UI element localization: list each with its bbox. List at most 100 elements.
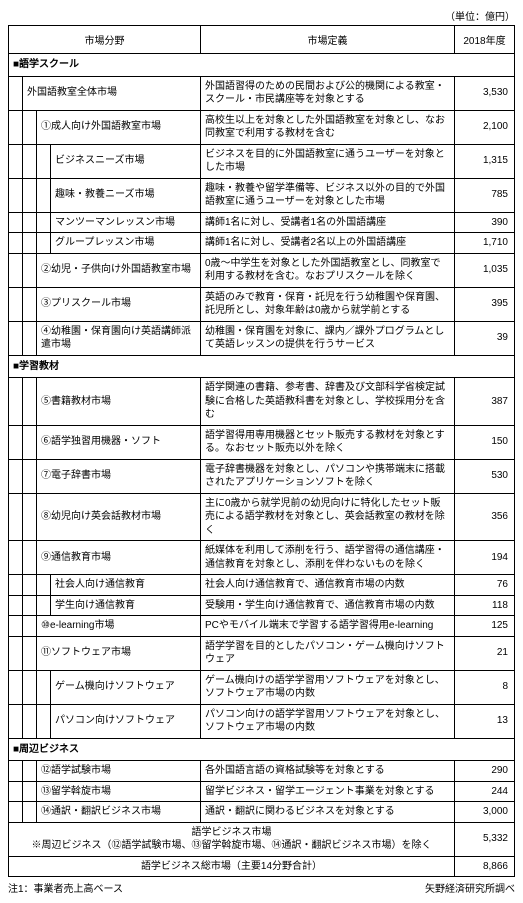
section-title: ■周辺ビジネス <box>9 738 515 761</box>
indent-cell <box>23 761 37 782</box>
market-value: 244 <box>455 781 515 802</box>
market-definition: 趣味・教養や留学準備等、ビジネス以外の目的で外国語教室に通うユーザーを対象とした… <box>201 178 455 212</box>
market-name: ④幼稚園・保育園向け英語講師派遣市場 <box>37 321 201 355</box>
market-name: ⑨通信教育市場 <box>37 541 201 575</box>
indent-cell <box>9 575 23 596</box>
market-definition: 紙媒体を利用して添削を行う、語学習得の通信講座・通信教育を対象とし、添削を伴わな… <box>201 541 455 575</box>
market-name: パソコン向けソフトウェア <box>51 704 201 738</box>
indent-cell <box>9 704 23 738</box>
market-definition: 0歳～中学生を対象とした外国語教室とし、同教室で利用する教材を含む。なおプリスク… <box>201 253 455 287</box>
indent-cell <box>23 541 37 575</box>
market-name: 社会人向け通信教育 <box>51 575 201 596</box>
indent-cell <box>9 212 23 233</box>
market-name: ビジネスニーズ市場 <box>51 144 201 178</box>
market-value: 13 <box>455 704 515 738</box>
indent-cell <box>37 670 51 704</box>
market-value: 125 <box>455 616 515 637</box>
market-definition: 英語のみで教育・保育・託児を行う幼稚園や保育園、託児所とし、対象年齢は0歳から就… <box>201 287 455 321</box>
market-name: ⑬留学斡旋市場 <box>37 781 201 802</box>
market-value: 290 <box>455 761 515 782</box>
indent-cell <box>9 670 23 704</box>
market-name: ⑤書籍教材市場 <box>37 378 201 426</box>
indent-cell <box>9 595 23 616</box>
market-name: ゲーム機向けソフトウェア <box>51 670 201 704</box>
indent-cell <box>23 595 37 616</box>
indent-cell <box>23 178 37 212</box>
market-value: 1,315 <box>455 144 515 178</box>
market-definition: 各外国語言語の資格試験等を対象とする <box>201 761 455 782</box>
market-value: 387 <box>455 378 515 426</box>
market-name: ③プリスクール市場 <box>37 287 201 321</box>
market-value: 2,100 <box>455 110 515 144</box>
market-definition: 高校生以上を対象とした外国語教室を対象とし、なお同教室で利用する教材を含む <box>201 110 455 144</box>
indent-cell <box>23 802 37 823</box>
indent-cell <box>23 493 37 541</box>
market-name: ①成人向け外国語教室市場 <box>37 110 201 144</box>
indent-cell <box>23 287 37 321</box>
indent-cell <box>9 425 23 459</box>
indent-cell <box>23 781 37 802</box>
market-value: 390 <box>455 212 515 233</box>
indent-cell <box>9 178 23 212</box>
indent-cell <box>37 704 51 738</box>
market-value: 150 <box>455 425 515 459</box>
indent-cell <box>9 233 23 254</box>
market-definition: 語学習得用専用機器とセット販売する教材を対象とする。なおセット販売以外を除く <box>201 425 455 459</box>
market-definition: 講師1名に対し、受講者1名の外国語講座 <box>201 212 455 233</box>
market-value: 118 <box>455 595 515 616</box>
market-name: 外国語教室全体市場 <box>23 76 201 110</box>
indent-cell <box>23 616 37 637</box>
market-definition: 留学ビジネス・留学エージェント事業を対象とする <box>201 781 455 802</box>
market-value: 1,035 <box>455 253 515 287</box>
market-value: 21 <box>455 636 515 670</box>
indent-cell <box>9 616 23 637</box>
market-name: ⑭通訳・翻訳ビジネス市場 <box>37 802 201 823</box>
indent-cell <box>9 802 23 823</box>
indent-cell <box>37 212 51 233</box>
market-definition: 受験用・学生向け通信教育で、通信教育市場の内数 <box>201 595 455 616</box>
indent-cell <box>23 110 37 144</box>
total-label: 語学ビジネス市場※周辺ビジネス（⑫語学試験市場、⑬留学斡旋市場、⑭通訳・翻訳ビジ… <box>9 822 455 856</box>
market-definition: PCやモバイル端末で学習する語学習得用e-learning <box>201 616 455 637</box>
market-value: 39 <box>455 321 515 355</box>
indent-cell <box>9 321 23 355</box>
indent-cell <box>9 76 23 110</box>
market-definition: 講師1名に対し、受講者2名以上の外国語講座 <box>201 233 455 254</box>
unit-label: （単位：億円） <box>8 8 515 23</box>
indent-cell <box>23 425 37 459</box>
footnote-right: 矢野経済研究所調べ <box>425 880 515 895</box>
market-definition: ビジネスを目的に外国語教室に通うユーザーを対象とした市場 <box>201 144 455 178</box>
market-name: ⑥語学独習用機器・ソフト <box>37 425 201 459</box>
market-name: 趣味・教養ニーズ市場 <box>51 178 201 212</box>
market-value: 194 <box>455 541 515 575</box>
market-definition: 外国語習得のための民間および公的機関による教室・スクール・市民講座等を対象とする <box>201 76 455 110</box>
indent-cell <box>9 493 23 541</box>
indent-cell <box>23 459 37 493</box>
indent-cell <box>9 378 23 426</box>
market-definition: 社会人向け通信教育で、通信教育市場の内数 <box>201 575 455 596</box>
section-title: ■語学スクール <box>9 54 515 77</box>
indent-cell <box>9 110 23 144</box>
total-value: 5,332 <box>455 822 515 856</box>
indent-cell <box>37 178 51 212</box>
market-name: ⑦電子辞書市場 <box>37 459 201 493</box>
market-name: 学生向け通信教育 <box>51 595 201 616</box>
indent-cell <box>23 670 37 704</box>
indent-cell <box>23 212 37 233</box>
section-title: ■学習教材 <box>9 355 515 378</box>
market-definition: 電子辞書機器を対象とし、パソコンや携帯端末に搭載されたアプリケーションソフトを除… <box>201 459 455 493</box>
market-name: ⑪ソフトウェア市場 <box>37 636 201 670</box>
market-definition: 語学学習を目的としたパソコン・ゲーム機向けソフトウェア <box>201 636 455 670</box>
indent-cell <box>37 575 51 596</box>
indent-cell <box>9 144 23 178</box>
indent-cell <box>9 541 23 575</box>
market-definition: 幼稚園・保育園を対象に、課内／課外プログラムとして英語レッスンの提供を行うサービ… <box>201 321 455 355</box>
market-value: 356 <box>455 493 515 541</box>
market-name: ⑧幼児向け英会話教材市場 <box>37 493 201 541</box>
market-value: 395 <box>455 287 515 321</box>
market-definition: ゲーム機向けの語学学習用ソフトウェアを対象とし、ソフトウェア市場の内数 <box>201 670 455 704</box>
market-value: 76 <box>455 575 515 596</box>
footnote-left: 注1：事業者売上高ベース <box>8 880 123 895</box>
market-value: 3,530 <box>455 76 515 110</box>
indent-cell <box>9 761 23 782</box>
